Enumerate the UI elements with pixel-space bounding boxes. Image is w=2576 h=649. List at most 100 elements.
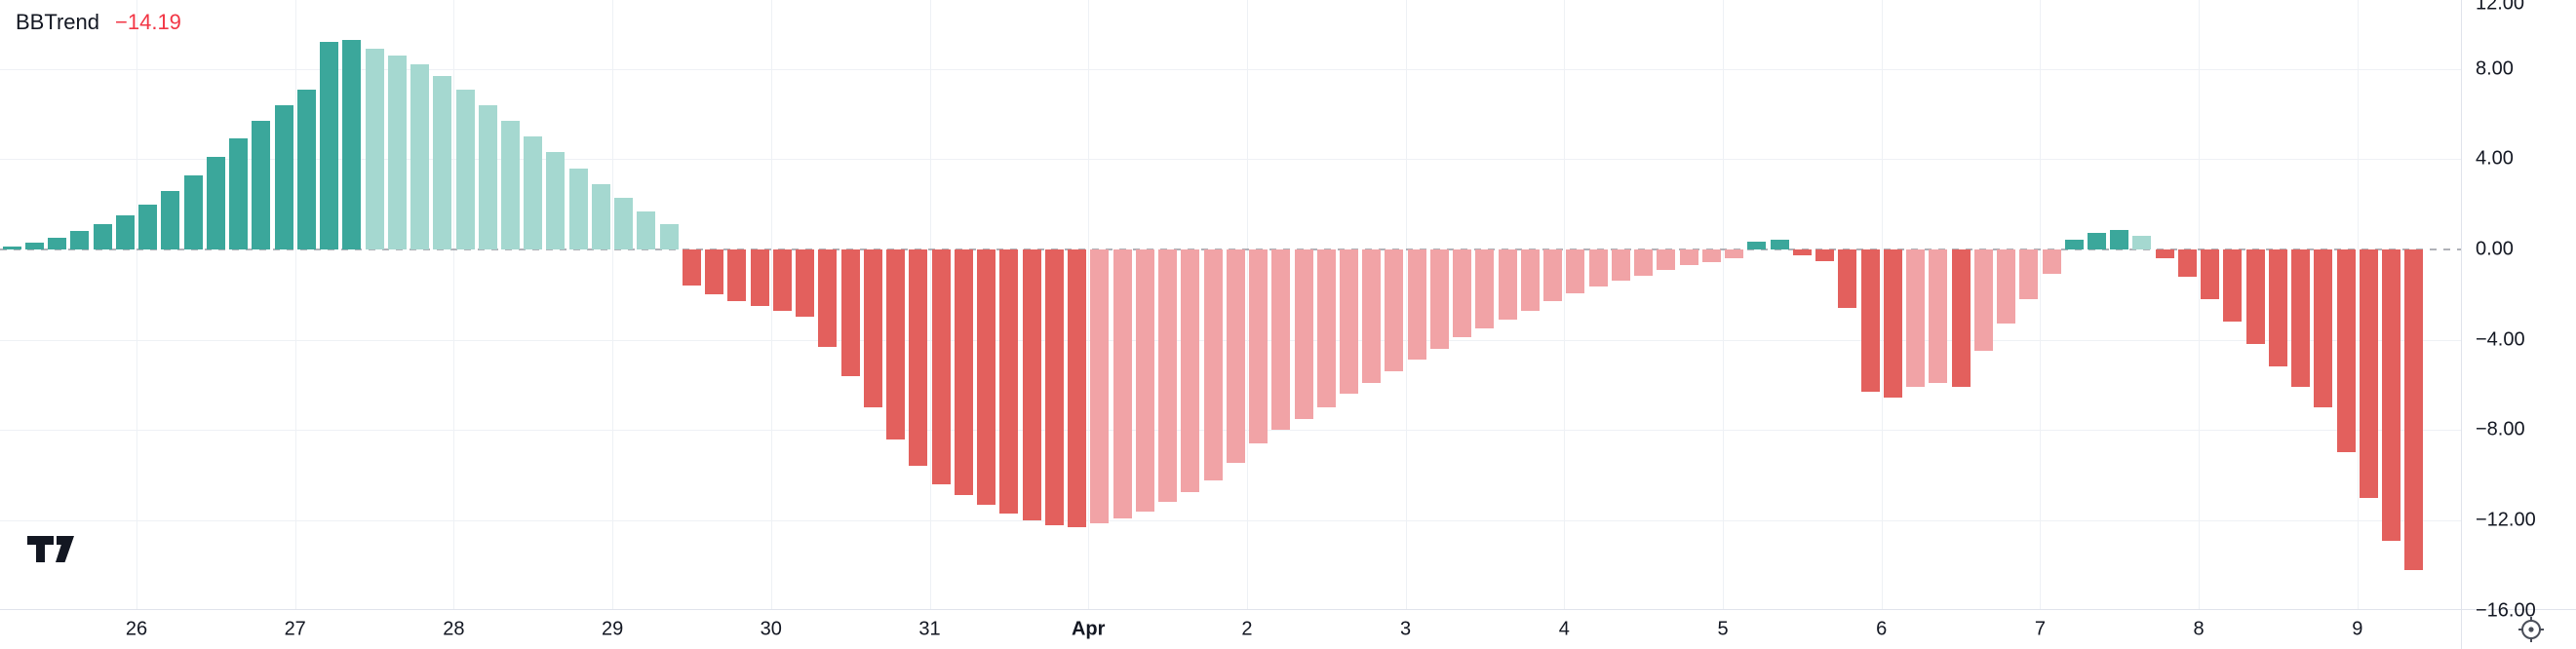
histogram-bar[interactable] (183, 174, 203, 249)
histogram-bar[interactable] (2177, 248, 2197, 277)
histogram-bar[interactable] (1090, 248, 1110, 524)
histogram-bar[interactable] (1543, 248, 1563, 302)
histogram-bar[interactable] (1429, 248, 1449, 349)
histogram-bar[interactable] (2268, 248, 2287, 367)
crosshair-target-icon[interactable] (2516, 614, 2547, 645)
histogram-bar[interactable] (1226, 248, 1245, 463)
histogram-bar[interactable] (206, 156, 225, 249)
histogram-bar[interactable] (2201, 248, 2220, 299)
histogram-bar[interactable] (1249, 248, 1268, 444)
histogram-bar[interactable] (2155, 248, 2174, 259)
histogram-bar[interactable] (614, 197, 634, 249)
histogram-bar[interactable] (1022, 248, 1041, 520)
histogram-bar[interactable] (1158, 248, 1178, 503)
histogram-bar[interactable] (818, 248, 838, 347)
histogram-bar[interactable] (365, 48, 384, 249)
histogram-bar[interactable] (2245, 248, 2265, 345)
histogram-bar[interactable] (93, 224, 112, 249)
histogram-bar[interactable] (1566, 248, 1585, 294)
histogram-bar[interactable] (659, 224, 679, 249)
histogram-bar[interactable] (977, 248, 996, 505)
histogram-bar[interactable] (252, 120, 271, 249)
histogram-bar[interactable] (886, 248, 906, 439)
histogram-bar[interactable] (1792, 248, 1812, 255)
histogram-bar[interactable] (2314, 248, 2333, 408)
histogram-bar[interactable] (1203, 248, 1223, 481)
histogram-bar[interactable] (2223, 248, 2243, 323)
histogram-bar[interactable] (1770, 239, 1789, 249)
histogram-bar[interactable] (2359, 248, 2378, 498)
histogram-bar[interactable] (161, 190, 180, 249)
histogram-bar[interactable] (1657, 248, 1676, 270)
histogram-bar[interactable] (1271, 248, 1291, 431)
histogram-bar[interactable] (524, 136, 543, 249)
histogram-bar[interactable] (1498, 248, 1517, 320)
histogram-bar[interactable] (954, 248, 973, 496)
histogram-bar[interactable] (1929, 248, 1948, 383)
histogram-bar[interactable] (387, 55, 407, 249)
histogram-bar[interactable] (637, 210, 656, 249)
histogram-bar[interactable] (2382, 248, 2401, 541)
histogram-bar[interactable] (727, 248, 747, 302)
histogram-bar[interactable] (24, 243, 44, 249)
histogram-bar[interactable] (772, 248, 792, 311)
histogram-bar[interactable] (115, 215, 135, 249)
histogram-bar[interactable] (863, 248, 882, 408)
histogram-bar[interactable] (909, 248, 928, 467)
histogram-bar[interactable] (1725, 248, 1744, 259)
histogram-bar[interactable] (1588, 248, 1608, 287)
histogram-bar[interactable] (455, 89, 475, 249)
histogram-bar[interactable] (796, 248, 815, 318)
histogram-bar[interactable] (410, 64, 430, 249)
histogram-bar[interactable] (274, 104, 293, 249)
histogram-bar[interactable] (1068, 248, 1087, 527)
histogram-bar[interactable] (705, 248, 724, 295)
histogram-bar[interactable] (1475, 248, 1495, 329)
time-axis[interactable]: 26 27 28 29 30 31 Apr 2 3 4 5 6 7 8 9 (0, 610, 2461, 649)
histogram-bar[interactable] (2110, 230, 2129, 249)
histogram-bar[interactable] (501, 120, 520, 249)
histogram-bar[interactable] (2042, 248, 2061, 275)
histogram-bar[interactable] (682, 248, 701, 286)
histogram-bar[interactable] (1453, 248, 1472, 338)
histogram-bar[interactable] (1883, 248, 1902, 398)
histogram-bar[interactable] (342, 39, 362, 249)
histogram-bar[interactable] (750, 248, 769, 306)
histogram-bar[interactable] (1815, 248, 1835, 261)
histogram-bar[interactable] (1316, 248, 1336, 408)
histogram-bar[interactable] (2404, 248, 2424, 570)
histogram-bar[interactable] (1951, 248, 1971, 388)
histogram-bar[interactable] (2064, 239, 2084, 249)
histogram-bar[interactable] (2336, 248, 2356, 453)
histogram-bar[interactable] (2291, 248, 2311, 388)
price-axis[interactable]: 12.00 8.00 4.00 0.00 −4.00 −8.00 −12.00 −16.00 (2462, 0, 2576, 649)
histogram-bar[interactable] (1181, 248, 1200, 492)
histogram-bar[interactable] (1135, 248, 1154, 512)
histogram-bar[interactable] (1044, 248, 1064, 525)
histogram-bar[interactable] (999, 248, 1019, 514)
histogram-bar[interactable] (2019, 248, 2039, 299)
histogram-bar[interactable] (138, 204, 158, 249)
histogram-bar[interactable] (478, 104, 497, 249)
histogram-bar[interactable] (433, 75, 452, 249)
tradingview-logo[interactable] (27, 536, 74, 567)
histogram-bar[interactable] (1701, 248, 1721, 262)
histogram-bar[interactable] (2088, 232, 2106, 249)
histogram-bar[interactable] (1385, 248, 1404, 372)
histogram-bar[interactable] (296, 89, 316, 249)
histogram-bar[interactable] (2132, 236, 2152, 249)
histogram-bar[interactable] (70, 231, 90, 249)
histogram-bar[interactable] (1520, 248, 1540, 311)
histogram-bar[interactable] (1611, 248, 1630, 282)
histogram-bar[interactable] (1973, 248, 1993, 352)
histogram-bar[interactable] (546, 152, 566, 249)
histogram-bar[interactable] (568, 168, 588, 249)
histogram-bar[interactable] (1112, 248, 1132, 518)
histogram-bar[interactable] (320, 41, 339, 249)
histogram-bar[interactable] (1906, 248, 1926, 388)
histogram-bar[interactable] (1634, 248, 1654, 276)
histogram-bar[interactable] (931, 248, 951, 484)
histogram-bar[interactable] (1339, 248, 1358, 395)
histogram-bar[interactable] (1407, 248, 1426, 361)
histogram-bar[interactable] (1362, 248, 1382, 383)
